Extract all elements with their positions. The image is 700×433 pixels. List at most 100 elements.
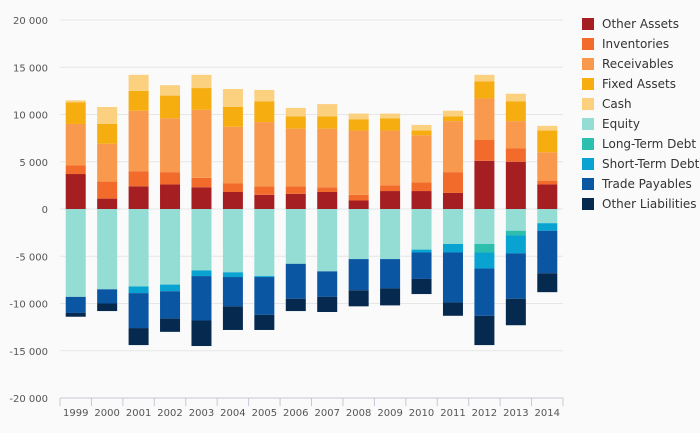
bar-segment (191, 276, 212, 321)
bar-segment (160, 85, 181, 96)
bar-segment (474, 81, 495, 99)
legend-label: Trade Payables (602, 177, 692, 191)
bar-segment (348, 113, 369, 120)
bar-segment (222, 191, 243, 209)
bar-segment (505, 298, 526, 326)
y-tick-label: 10 000 (13, 111, 48, 122)
bar-segment (65, 296, 86, 313)
bar-segment (285, 186, 306, 194)
bar-segment (97, 303, 118, 312)
legend-label: Long-Term Debt (602, 137, 697, 151)
bar-segment (442, 302, 463, 316)
bar-segment (505, 161, 526, 209)
bar-segment (505, 253, 526, 299)
y-tick-label: 15 000 (13, 63, 48, 74)
bar-segment (191, 74, 212, 89)
legend-swatch (582, 118, 594, 130)
bar-segment (474, 140, 495, 161)
bar-segment (411, 182, 432, 192)
bar-segment (191, 320, 212, 347)
bar-segment (128, 293, 149, 329)
bar-segment (317, 271, 338, 297)
legend-swatch (582, 138, 594, 150)
bar-segment (160, 172, 181, 185)
legend-item[interactable]: Long-Term Debt (582, 134, 699, 154)
bar-segment (442, 192, 463, 209)
x-tick-label: 2010 (409, 408, 434, 419)
bar-segment (128, 328, 149, 346)
bar-segment (222, 106, 243, 127)
bar-segment (254, 89, 275, 102)
bar-segment (97, 198, 118, 209)
legend-item[interactable]: Other Liabilities (582, 194, 699, 214)
bar-segment (160, 95, 181, 119)
bar-segment (65, 102, 86, 124)
bar-segment (160, 318, 181, 332)
bars (65, 74, 558, 347)
bar-segment (411, 135, 432, 183)
legend-item[interactable]: Fixed Assets (582, 74, 699, 94)
bar-segment (128, 186, 149, 209)
legend-swatch (582, 198, 594, 210)
bar-segment (442, 121, 463, 173)
legend-item[interactable]: Inventories (582, 34, 699, 54)
x-tick-label: 2013 (503, 408, 528, 419)
bar-segment (474, 268, 495, 316)
y-tick-label: -5 000 (16, 252, 48, 263)
bar-segment (65, 174, 86, 209)
x-tick-label: 2008 (346, 408, 371, 419)
legend-item[interactable]: Trade Payables (582, 174, 699, 194)
bar-segment (474, 252, 495, 269)
bar-segment (285, 193, 306, 209)
bar-segment (505, 209, 526, 231)
bar-segment (474, 243, 495, 253)
bar-segment (380, 288, 401, 306)
bar-segment (411, 209, 432, 250)
legend-item[interactable]: Cash (582, 94, 699, 114)
bar-segment (442, 252, 463, 303)
bar-segment (254, 276, 275, 278)
legend-item[interactable]: Equity (582, 114, 699, 134)
bar-segment (380, 130, 401, 186)
bar-segment (505, 235, 526, 254)
y-tick-label: -10 000 (9, 300, 48, 311)
bar-segment (411, 130, 432, 136)
legend-label: Other Assets (602, 17, 679, 31)
legend-item[interactable]: Short-Term Debt (582, 154, 699, 174)
bar-segment (191, 187, 212, 209)
bar-segment (442, 116, 463, 122)
x-tick-label: 2005 (252, 408, 277, 419)
bar-segment (505, 121, 526, 149)
bar-segment (254, 314, 275, 330)
bar-segment (254, 122, 275, 187)
legend-label: Short-Term Debt (602, 157, 700, 171)
bar-segment (254, 186, 275, 195)
bar-segment (537, 130, 558, 153)
bar-segment (537, 209, 558, 224)
legend-item[interactable]: Receivables (582, 54, 699, 74)
legend-swatch (582, 78, 594, 90)
bar-segment (474, 74, 495, 82)
axes: -20 000 -15 000 -10 000 -5 000 0 5 000 10 000 1… (9, 16, 564, 419)
bar-segment (285, 107, 306, 117)
bar-segment (128, 74, 149, 91)
bar-segment (474, 315, 495, 346)
legend-item[interactable]: Other Assets (582, 14, 699, 34)
x-tick-label: 2012 (472, 408, 497, 419)
bar-segment (348, 119, 369, 131)
bar-segment (317, 116, 338, 129)
bar-segment (128, 171, 149, 187)
bar-segment (222, 183, 243, 192)
bar-segment (285, 298, 306, 312)
legend-swatch (582, 38, 594, 50)
x-tick-label: 2007 (314, 408, 339, 419)
bar-segment (411, 124, 432, 131)
bar-segment (317, 191, 338, 209)
bar-segment (222, 277, 243, 307)
bar-segment (97, 123, 118, 144)
x-tick-label: 2003 (189, 408, 214, 419)
x-tick-label: 2006 (283, 408, 308, 419)
x-tick-label: 2009 (377, 408, 402, 419)
bar-segment (254, 194, 275, 209)
